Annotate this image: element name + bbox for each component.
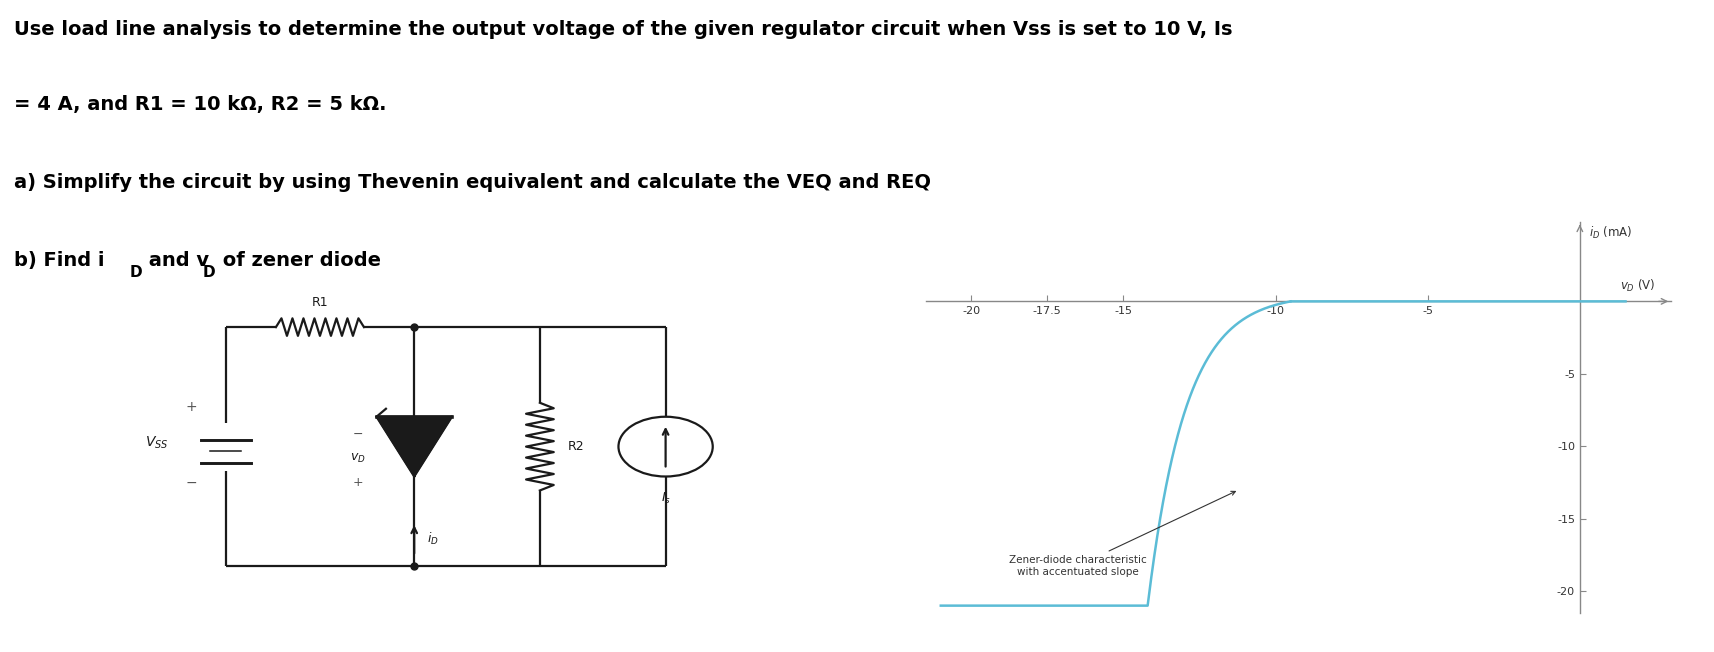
Text: +: + <box>353 476 363 489</box>
Text: R2: R2 <box>567 440 584 453</box>
Text: −: − <box>185 475 197 490</box>
Text: = 4 A, and R1 = 10 kΩ, R2 = 5 kΩ.: = 4 A, and R1 = 10 kΩ, R2 = 5 kΩ. <box>14 95 386 113</box>
Text: $V_{SS}$: $V_{SS}$ <box>144 434 168 451</box>
Text: $I_s$: $I_s$ <box>660 490 670 505</box>
Text: D: D <box>129 265 142 280</box>
Text: Zener-diode characteristic
with accentuated slope: Zener-diode characteristic with accentua… <box>1010 492 1236 576</box>
Text: D: D <box>202 265 214 280</box>
Text: +: + <box>185 400 197 414</box>
Text: R1: R1 <box>312 296 329 309</box>
Text: −: − <box>353 428 363 441</box>
Text: Use load line analysis to determine the output voltage of the given regulator ci: Use load line analysis to determine the … <box>14 20 1232 38</box>
Text: of zener diode: of zener diode <box>216 251 381 270</box>
Text: $v_D$ (V): $v_D$ (V) <box>1620 278 1656 294</box>
Text: $i_D$ (mA): $i_D$ (mA) <box>1589 224 1632 241</box>
Text: a) Simplify the circuit by using Thevenin equivalent and calculate the VEQ and R: a) Simplify the circuit by using Theveni… <box>14 173 931 192</box>
Text: and v: and v <box>142 251 209 270</box>
Text: b) Find i: b) Find i <box>14 251 105 270</box>
Text: $v_D$: $v_D$ <box>350 452 365 465</box>
Polygon shape <box>377 417 452 477</box>
Text: $i_D$: $i_D$ <box>427 531 439 547</box>
